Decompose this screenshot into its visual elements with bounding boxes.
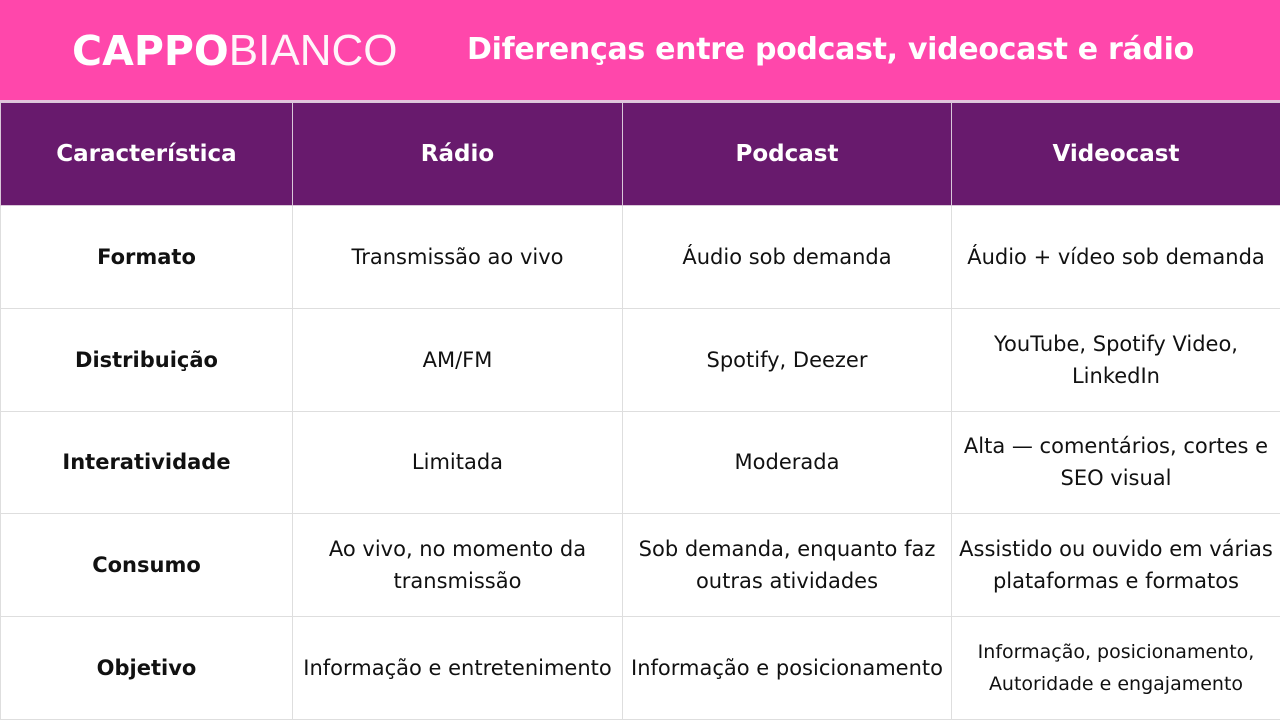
cell-radio: Transmissão ao vivo: [292, 205, 623, 309]
comparison-table: Característica Rádio Podcast Videocast F…: [0, 102, 1280, 720]
table-row: Interatividade Limitada Moderada Alta — com…: [0, 410, 1280, 515]
cell-radio: Informação e entretenimento: [292, 616, 623, 720]
header-podcast: Podcast: [622, 102, 952, 206]
cell-videocast: Informação, posicionamento, Autoridade e…: [951, 616, 1280, 720]
cell-podcast: Spotify, Deezer: [622, 307, 952, 412]
cell-videocast: Assistido ou ouvido em várias plataforma…: [951, 513, 1280, 618]
cell-feature: Consumo: [0, 513, 293, 618]
table-row: Consumo Ao vivo, no momento da transmissã…: [0, 513, 1280, 618]
cell-feature: Formato: [0, 205, 293, 309]
cell-podcast: Áudio sob demanda: [622, 205, 952, 309]
logo-light-text: BIANCO: [228, 26, 398, 75]
logo-bold-text: CAPPO: [72, 27, 229, 75]
header-caracteristica: Característica: [0, 102, 293, 206]
header-radio: Rádio: [292, 102, 623, 206]
cell-videocast: Alta — comentários, cortes e SEO visual: [951, 410, 1280, 515]
cell-radio: AM/FM: [292, 307, 623, 412]
table-row: Formato Transmissão ao vivo Áudio sob dema…: [0, 205, 1280, 309]
cell-podcast: Sob demanda, enquanto faz outras ativida…: [622, 513, 952, 618]
cappobianco-logo: CAPPOBIANCO: [72, 26, 397, 76]
header-videocast: Videocast: [951, 102, 1280, 206]
cell-feature: Objetivo: [0, 616, 293, 720]
cell-feature: Distribuição: [0, 307, 293, 412]
cell-videocast: Áudio + vídeo sob demanda: [951, 205, 1280, 309]
table-header-row: Característica Rádio Podcast Videocast: [0, 102, 1280, 206]
page-title: Diferenças entre podcast, videocast e rá…: [467, 32, 1194, 67]
table-row: Distribuição AM/FM Spotify, Deezer YouTube,…: [0, 307, 1280, 412]
header-banner: CAPPOBIANCO Diferenças entre podcast, vi…: [0, 0, 1280, 102]
cell-videocast: YouTube, Spotify Video, LinkedIn: [951, 307, 1280, 412]
cell-feature: Interatividade: [0, 410, 293, 515]
cell-podcast: Informação e posicionamento: [622, 616, 952, 720]
cell-podcast: Moderada: [622, 410, 952, 515]
cell-radio: Limitada: [292, 410, 623, 515]
cell-radio: Ao vivo, no momento da transmissão: [292, 513, 623, 618]
table-row: Objetivo Informação e entretenimento Infor…: [0, 616, 1280, 720]
